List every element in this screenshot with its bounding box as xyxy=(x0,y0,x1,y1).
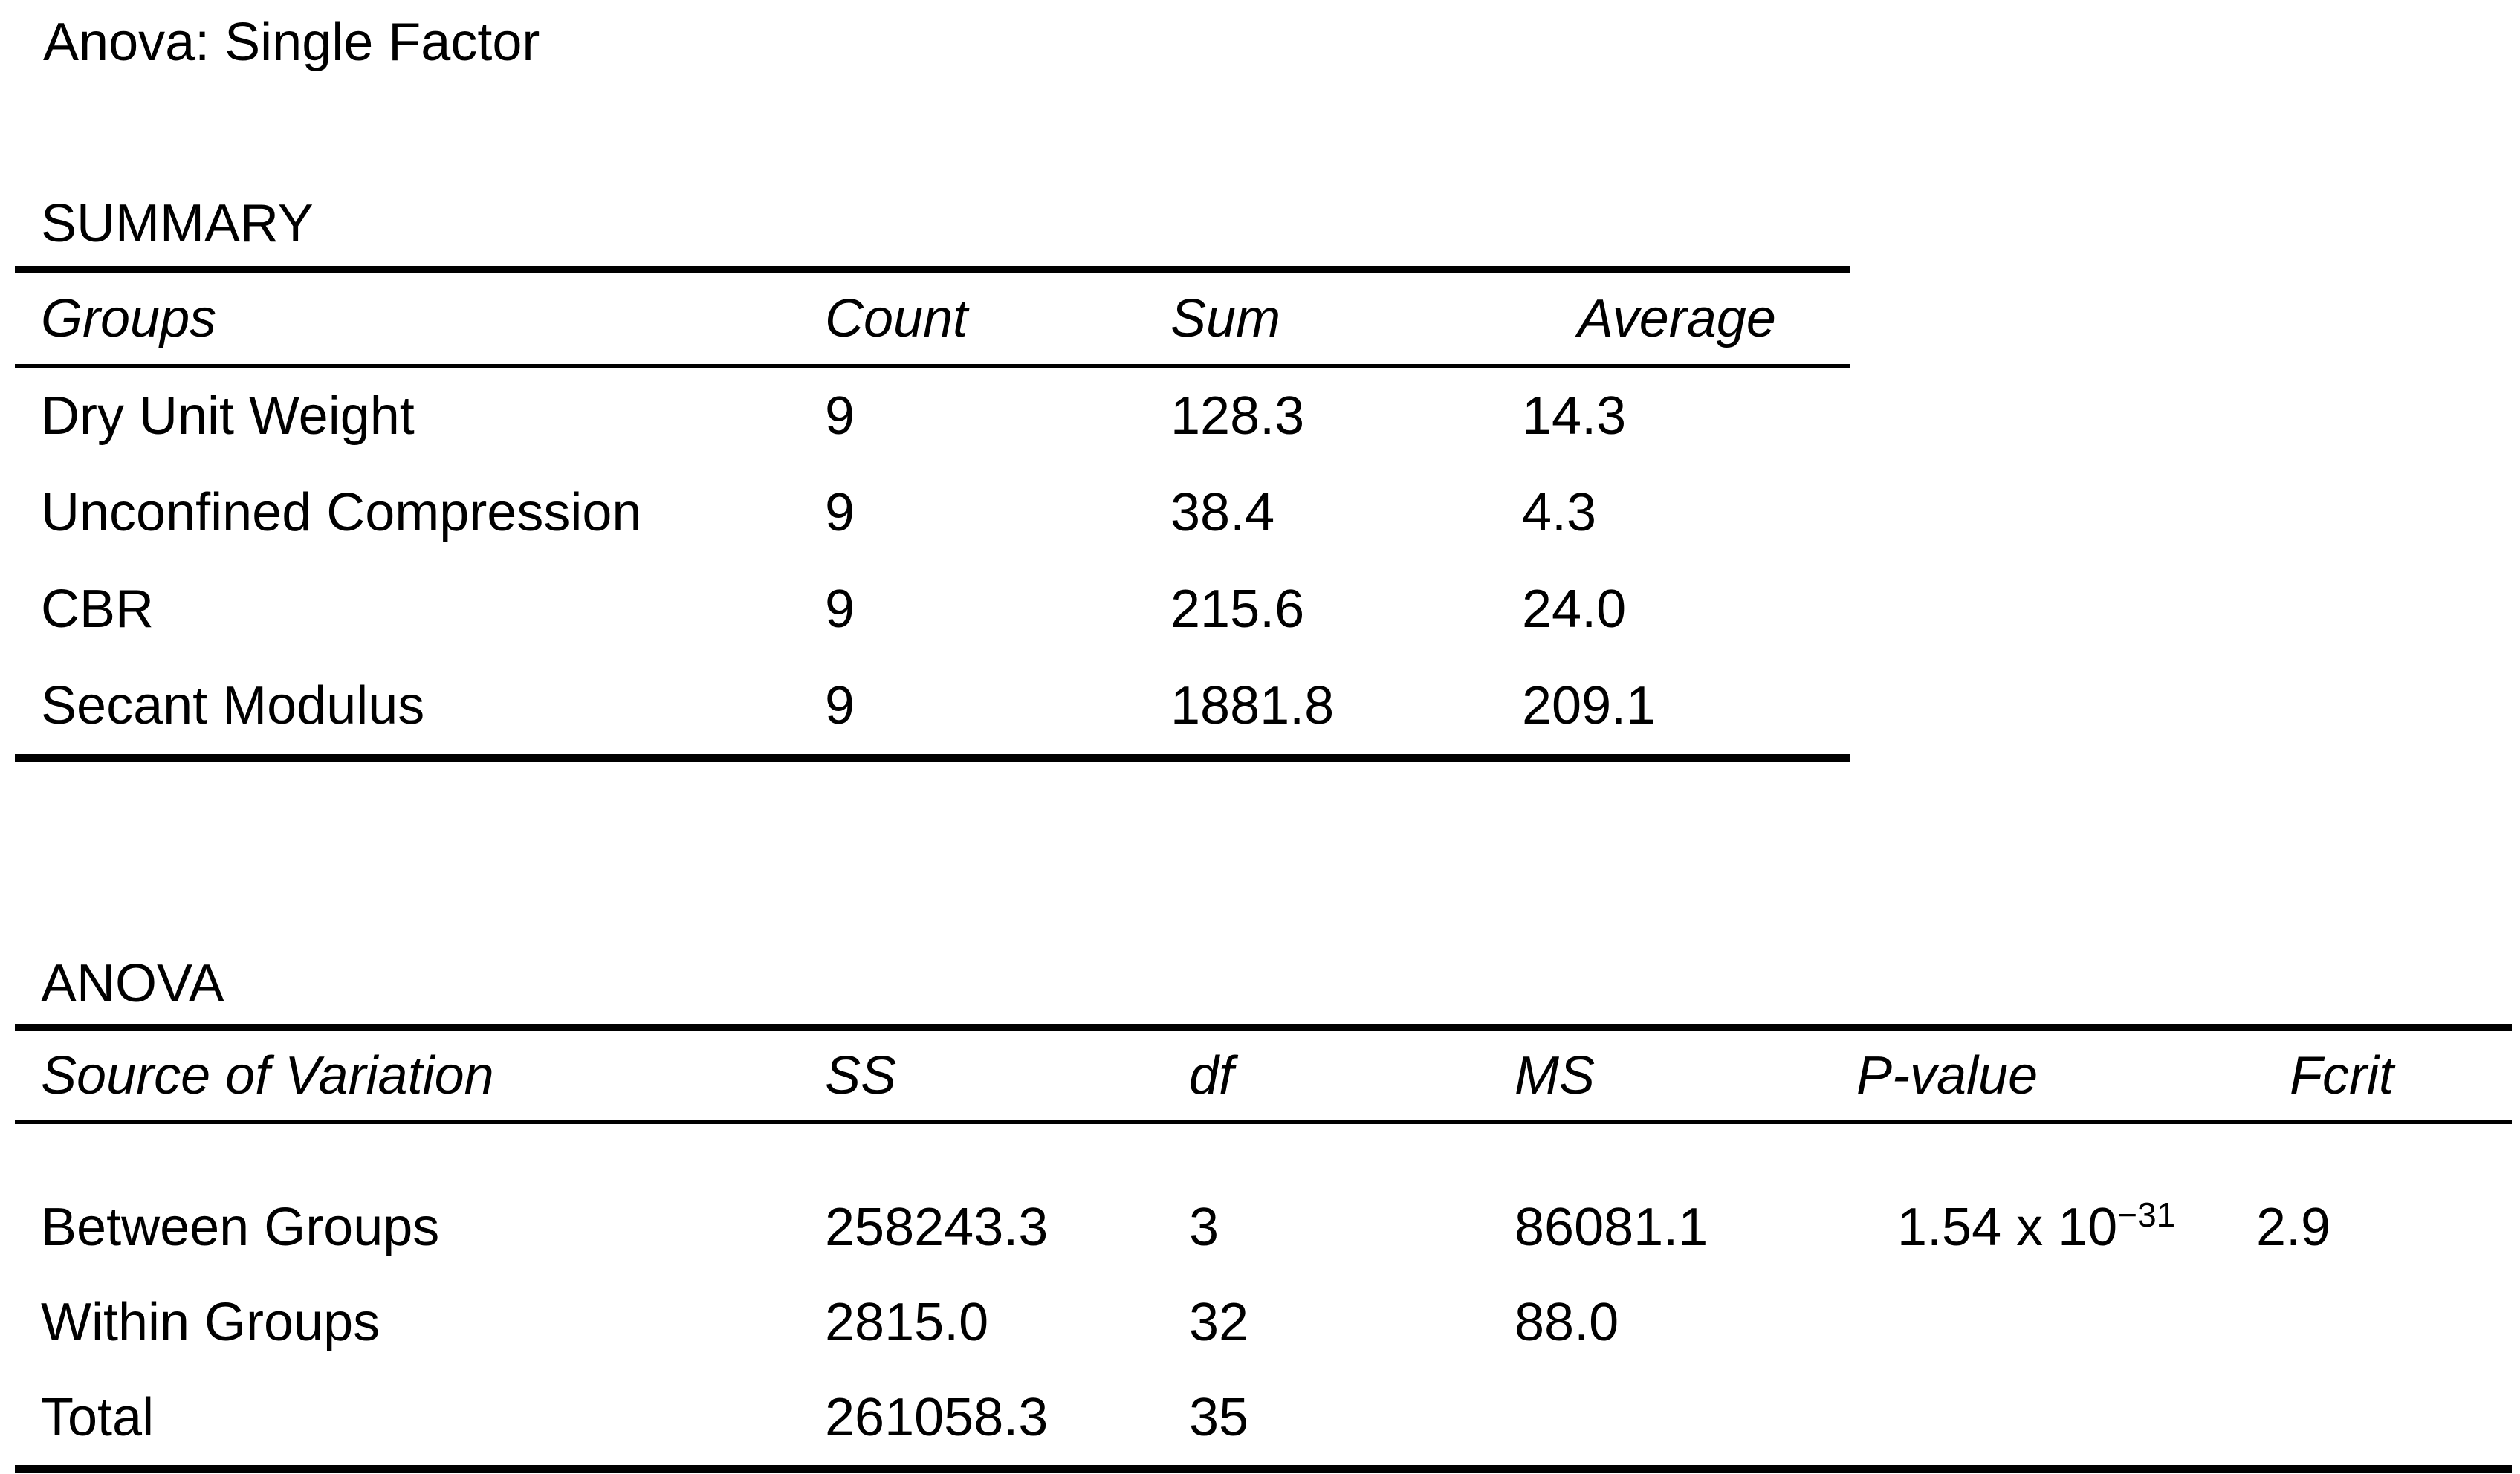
summary-cell-average: 209.1 xyxy=(1522,676,1656,736)
anova-table-header-row: Source of Variation SS df MS P-value Fcr… xyxy=(15,1031,2512,1124)
anova-cell-ss: 258243.3 xyxy=(825,1198,1049,1257)
anova-cell-p-value: 1.54 x 10−31 xyxy=(1856,1198,2256,1257)
summary-cell-group: Dry Unit Weight xyxy=(41,386,415,446)
anova-header-ms: MS xyxy=(1515,1046,1595,1106)
table-row: Within Groups 2815.0 32 88.0 xyxy=(15,1275,2512,1370)
summary-cell-sum: 1881.8 xyxy=(1170,676,1335,736)
summary-cell-sum: 38.4 xyxy=(1170,483,1275,542)
summary-header-count: Count xyxy=(825,289,968,348)
summary-cell-average: 24.0 xyxy=(1522,579,1627,639)
summary-cell-sum: 128.3 xyxy=(1170,386,1305,446)
anova-cell-ms: 88.0 xyxy=(1515,1293,1619,1352)
anova-cell-df: 32 xyxy=(1189,1293,1249,1352)
p-value-base: 1.54 x 10 xyxy=(1897,1198,2118,1257)
summary-section-label: SUMMARY xyxy=(41,194,314,253)
anova-header-ss: SS xyxy=(825,1046,897,1106)
table-row: Dry Unit Weight 9 128.3 14.3 xyxy=(15,368,1850,464)
summary-header-sum: Sum xyxy=(1170,289,1281,348)
summary-cell-average: 14.3 xyxy=(1522,386,1627,446)
anova-cell-source: Within Groups xyxy=(41,1293,380,1352)
table-row: Secant Modulus 9 1881.8 209.1 xyxy=(15,658,1850,754)
summary-table: Groups Count Sum Average Dry Unit Weight… xyxy=(15,266,1850,762)
anova-header-source: Source of Variation xyxy=(41,1046,494,1106)
anova-section-label: ANOVA xyxy=(41,954,224,1013)
table-row: Between Groups 258243.3 3 86081.1 1.54 x… xyxy=(15,1180,2512,1275)
summary-cell-count: 9 xyxy=(825,483,855,542)
anova-cell-df: 3 xyxy=(1189,1198,1219,1257)
summary-header-groups: Groups xyxy=(41,289,217,348)
anova-header-f-crit: Fcrit xyxy=(2290,1046,2394,1106)
table-row: Total 261058.3 35 xyxy=(15,1370,2512,1465)
summary-cell-count: 9 xyxy=(825,676,855,736)
p-value-exponent: −31 xyxy=(2117,1195,2176,1234)
summary-cell-group: CBR xyxy=(41,579,155,639)
anova-cell-ms: 86081.1 xyxy=(1515,1198,1708,1257)
anova-cell-source: Between Groups xyxy=(41,1198,440,1257)
table-row: CBR 9 215.6 24.0 xyxy=(15,561,1850,658)
table-row: Unconfined Compression 9 38.4 4.3 xyxy=(15,464,1850,561)
anova-cell-f-crit: 2.9 xyxy=(2256,1198,2331,1257)
summary-table-header-row: Groups Count Sum Average xyxy=(15,273,1850,368)
summary-cell-average: 4.3 xyxy=(1522,483,1597,542)
anova-table: Source of Variation SS df MS P-value Fcr… xyxy=(15,1024,2512,1473)
anova-cell-ss: 2815.0 xyxy=(825,1293,989,1352)
summary-cell-count: 9 xyxy=(825,579,855,639)
summary-cell-group: Secant Modulus xyxy=(41,676,425,736)
anova-cell-source: Total xyxy=(41,1388,155,1447)
anova-header-df: df xyxy=(1189,1046,1234,1106)
anova-cell-ss: 261058.3 xyxy=(825,1388,1049,1447)
page-title: Anova: Single Factor xyxy=(43,13,540,72)
anova-cell-df: 35 xyxy=(1189,1388,1249,1447)
summary-cell-sum: 215.6 xyxy=(1170,579,1305,639)
summary-cell-group: Unconfined Compression xyxy=(41,483,642,542)
summary-cell-count: 9 xyxy=(825,386,855,446)
anova-header-p-value: P-value xyxy=(1856,1046,2038,1106)
summary-header-average: Average xyxy=(1578,289,1776,348)
